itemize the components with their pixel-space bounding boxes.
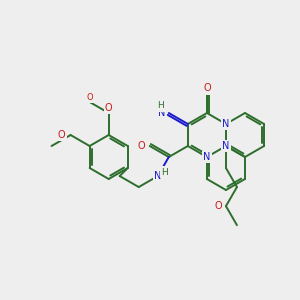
Text: O: O — [203, 83, 211, 93]
Text: H: H — [161, 168, 168, 177]
Text: N: N — [222, 141, 230, 151]
Text: N: N — [154, 171, 161, 181]
Text: H: H — [157, 101, 164, 110]
Text: O: O — [58, 130, 66, 140]
Text: N: N — [158, 108, 166, 118]
Text: O: O — [86, 92, 93, 101]
Text: O: O — [137, 141, 145, 151]
Text: N: N — [203, 152, 211, 162]
Text: O: O — [105, 103, 112, 113]
Text: O: O — [214, 201, 222, 211]
Text: N: N — [222, 119, 230, 129]
